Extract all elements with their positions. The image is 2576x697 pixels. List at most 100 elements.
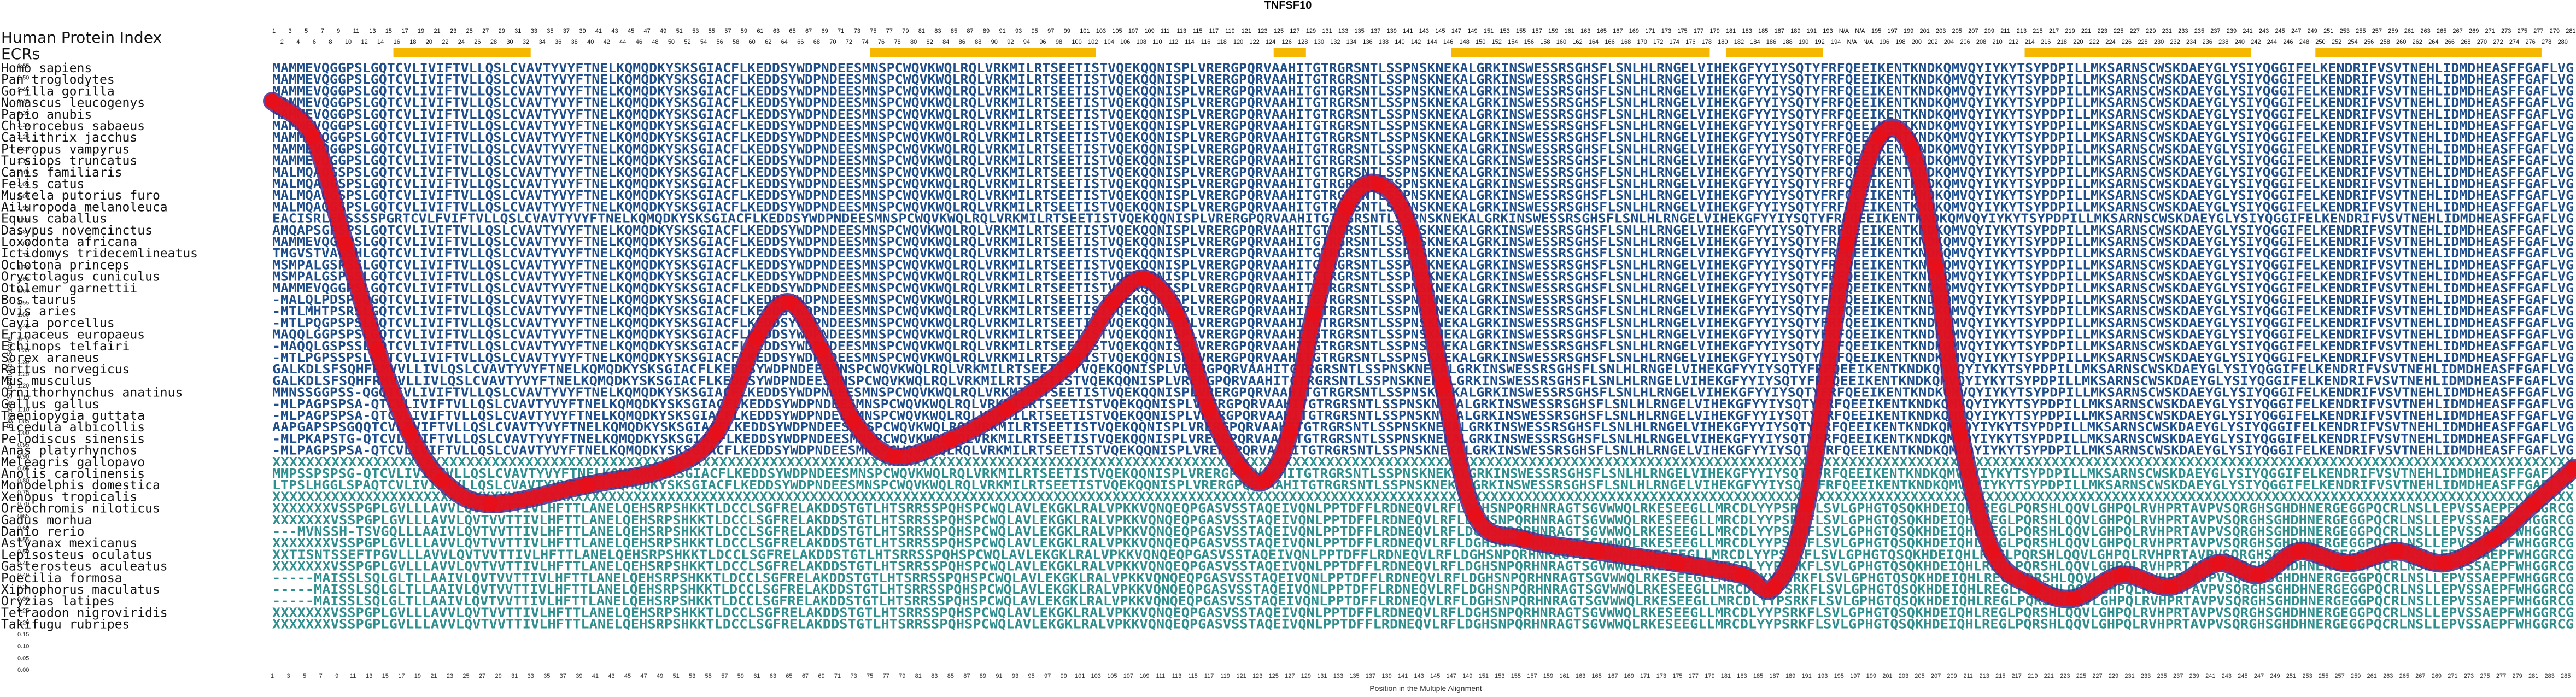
curve-point	[2526, 496, 2542, 512]
position-number: 137	[1371, 28, 1380, 34]
position-number: 248	[2299, 39, 2309, 45]
x-tick-label: 93	[1012, 673, 1018, 680]
position-number: 163	[1580, 28, 1590, 34]
position-number: 141	[1403, 28, 1413, 34]
position-number: 204	[1944, 39, 1954, 45]
x-tick-label: 235	[2157, 673, 2167, 680]
x-tick-label: 251	[2286, 673, 2296, 680]
position-number: 145	[1435, 28, 1445, 34]
x-tick-label: 123	[1252, 673, 1262, 680]
species-name: Cavia porcellus	[1, 316, 115, 330]
position-number: 67	[805, 28, 812, 34]
sequence-row: -MLPKAPSTG-QTCVLIVIFTVLLQSLCVAVTYVYFTNEL…	[272, 432, 2574, 446]
human-protein-index-label: Human Protein Index	[1, 28, 162, 46]
curve-point	[781, 295, 797, 311]
position-number: 164	[1589, 39, 1599, 45]
position-number: 75	[870, 28, 876, 34]
y-tick-label: 0.50	[17, 548, 29, 555]
position-number: 122	[1249, 39, 1259, 45]
position-number: 171	[1645, 28, 1655, 34]
x-tick-label: 209	[1947, 673, 1957, 680]
species-name: Homo sapiens	[1, 61, 92, 75]
position-number: 245	[2275, 28, 2285, 34]
x-tick-label: 41	[592, 673, 599, 680]
sequence-row: XXXXXXXVSSPGPLGVLLLAVVLQVTVVTTIVLHFTTLAN…	[272, 502, 2574, 516]
y-tick-label: 1.75	[17, 253, 29, 259]
x-tick-label: 55	[705, 673, 712, 680]
x-tick-label: 179	[1705, 673, 1714, 680]
x-axis-label: Position in the Multiple Alignment	[1369, 684, 1482, 693]
x-tick-label: 15	[382, 673, 389, 680]
position-number: 32	[523, 39, 529, 45]
position-number: 87	[967, 28, 973, 34]
species-name: Tetraodon nigroviridis	[1, 606, 168, 620]
x-tick-label: 269	[2432, 673, 2442, 680]
position-number: 7	[321, 28, 324, 34]
x-tick-label: 239	[2189, 673, 2199, 680]
y-tick-label: 0.40	[17, 572, 29, 579]
y-tick-label: 2.25	[17, 134, 29, 140]
position-number: 202	[1928, 39, 1937, 45]
position-number: 218	[2057, 39, 2067, 45]
position-number: 211	[2000, 28, 2010, 34]
species-name: Echinops telfairi	[1, 339, 130, 354]
position-number: 19	[418, 28, 424, 34]
chart-title: TNFSF10	[1264, 0, 1312, 11]
x-tick-label: 49	[657, 673, 663, 680]
position-number: 64	[781, 39, 788, 45]
position-number: 234	[2186, 39, 2196, 45]
position-number: 167	[1613, 28, 1623, 34]
position-number: 100	[1072, 39, 1081, 45]
x-tick-label: 91	[996, 673, 1002, 680]
position-number: 147	[1451, 28, 1461, 34]
x-tick-label: 105	[1107, 673, 1117, 680]
x-tick-label: 139	[1381, 673, 1391, 680]
position-number: 27	[482, 28, 489, 34]
species-name: Monodelphis domestica	[1, 478, 160, 493]
position-number: 266	[2445, 39, 2455, 45]
position-number: 118	[1217, 39, 1227, 45]
curve-point	[1233, 460, 1249, 476]
y-axis-ticks: 2.55 2.50 2.45 2.40 2.35 2.30 2.25 2.20 2.15 2.10…	[17, 63, 29, 673]
sequence-row: XXXXXXXVSSPGPLGVLLLAVVLQVTVVTTIVLHFTTLAN…	[272, 513, 2574, 528]
position-number: 238	[2218, 39, 2228, 45]
species-name: Meleagris gallopavo	[1, 455, 145, 470]
x-tick-label: 89	[980, 673, 986, 680]
y-tick-label: 2.55	[17, 63, 29, 69]
x-tick-label: 277	[2496, 673, 2506, 680]
x-tick-label: 147	[1447, 673, 1456, 680]
x-tick-label: 261	[2367, 673, 2377, 680]
position-number: 257	[2372, 28, 2382, 34]
species-name: Takifugu rubripes	[1, 618, 130, 632]
y-tick-label: 0.00	[17, 667, 29, 673]
position-number: 97	[1047, 28, 1054, 34]
x-tick-label: 23	[447, 673, 453, 680]
position-number: 78	[894, 39, 900, 45]
curve-point	[1064, 354, 1080, 370]
position-number: 150	[1476, 39, 1485, 45]
position-number: 57	[724, 28, 731, 34]
position-number: 1	[272, 28, 276, 34]
species-name: Nomascus leucogenys	[1, 96, 145, 110]
curve-point	[1670, 555, 1685, 571]
position-number: N/A	[1847, 39, 1858, 45]
position-number: 65	[789, 28, 795, 34]
position-number: 226	[2122, 39, 2132, 45]
curve-point	[1403, 224, 1419, 239]
position-number: 158	[1540, 39, 1550, 45]
position-number: 280	[2557, 39, 2567, 45]
position-number: 107	[1128, 28, 1138, 34]
position-number: 130	[1314, 39, 1324, 45]
curve-point	[749, 330, 765, 346]
position-number: 28	[490, 39, 497, 45]
ecrs-label: ECRs	[1, 45, 40, 63]
x-tick-label: 221	[2044, 673, 2054, 680]
x-tick-label: 189	[1785, 673, 1795, 680]
y-tick-label: 2.40	[17, 98, 29, 105]
position-number: 24	[458, 39, 465, 45]
position-number: 136	[1362, 39, 1372, 45]
curve-point	[2211, 555, 2227, 571]
curve-point	[482, 496, 498, 512]
x-tick-label: 19	[414, 673, 421, 680]
position-number: 194	[1831, 39, 1841, 45]
